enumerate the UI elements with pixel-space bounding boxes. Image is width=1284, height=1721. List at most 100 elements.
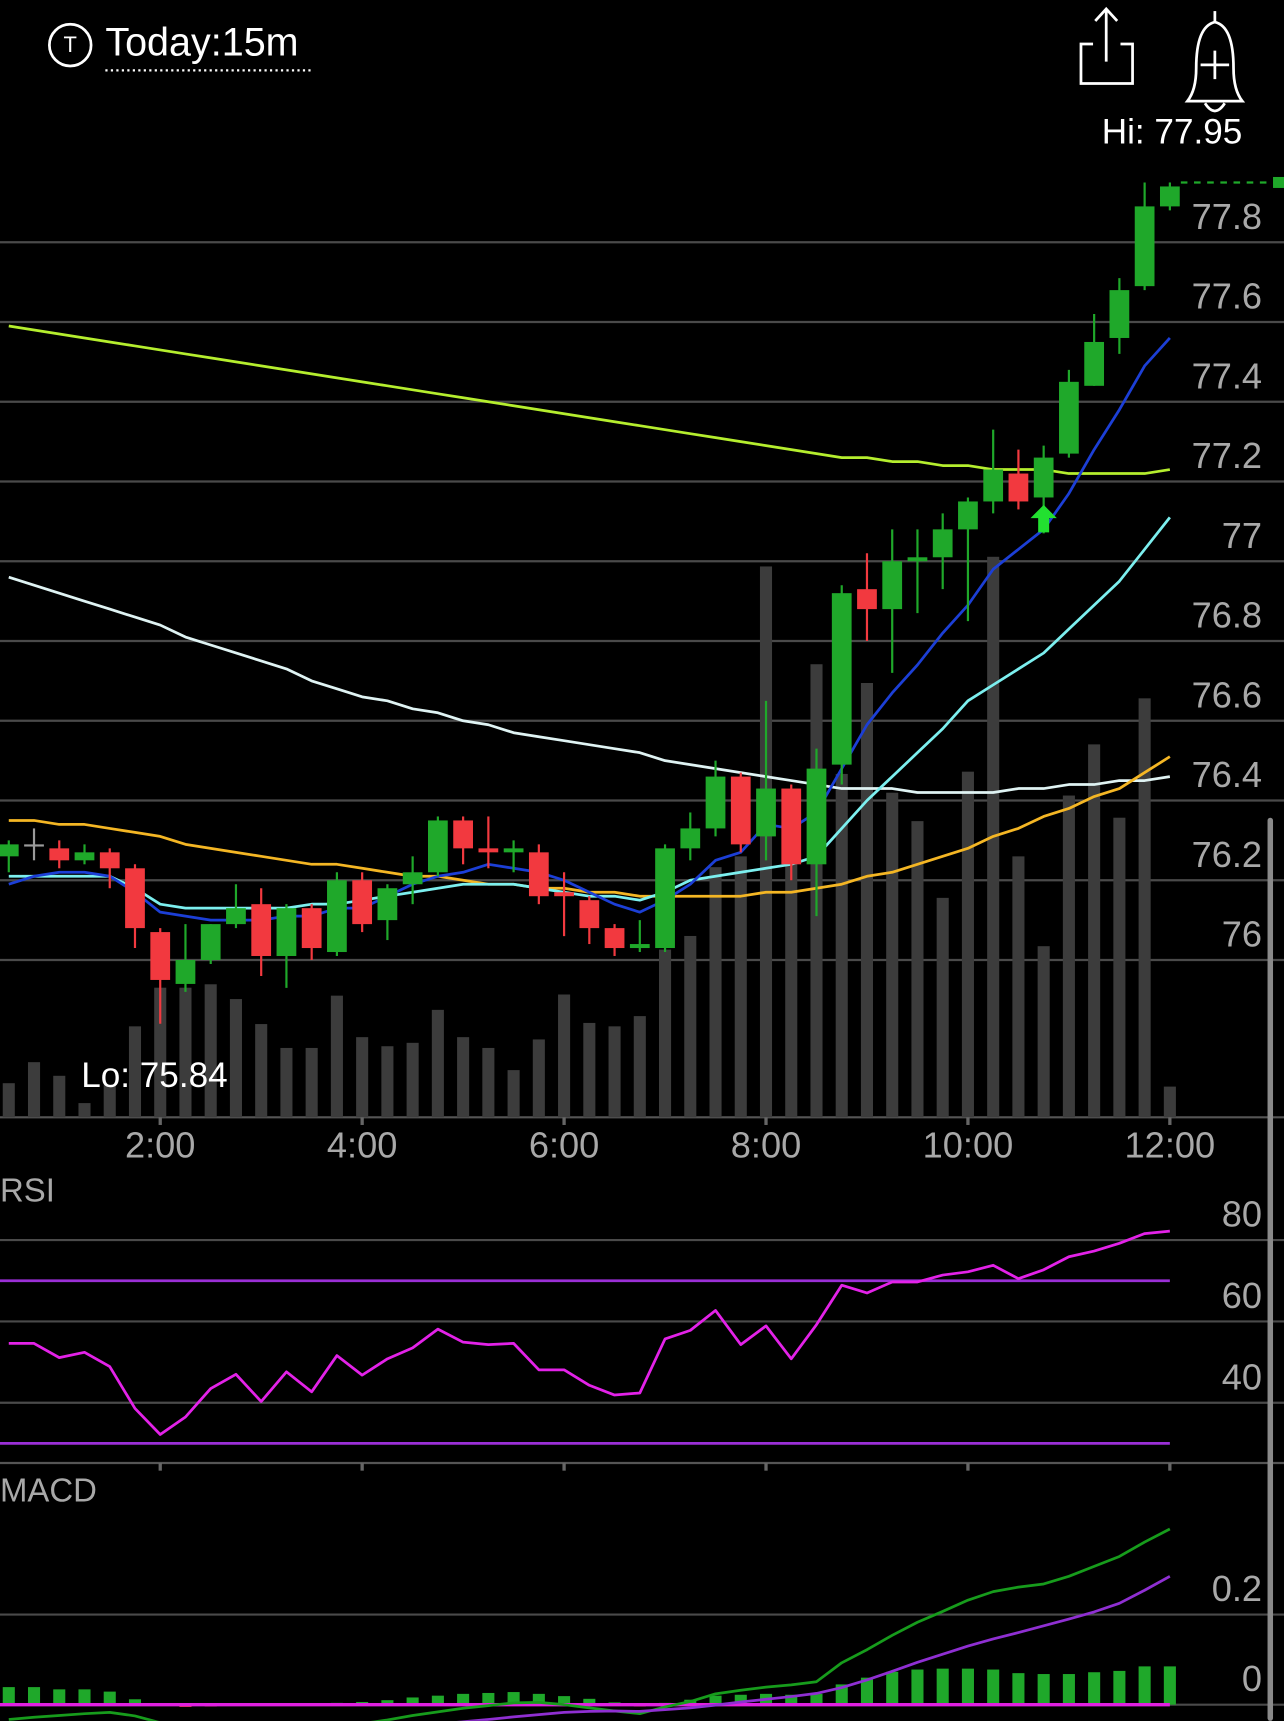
timeframe-icon[interactable] [48, 22, 93, 68]
x-tick-label: 2:00 [125, 1125, 195, 1166]
histogram-bar [457, 1693, 470, 1705]
candle-body [125, 868, 145, 929]
candle-body [453, 820, 473, 849]
volume-bar [633, 1016, 646, 1118]
volume-bar [431, 1009, 444, 1118]
candle-body [907, 557, 928, 562]
macd-line [8, 1527, 1171, 1721]
volume-bar [482, 1047, 495, 1118]
volume-bar [154, 987, 167, 1118]
histogram-bar [911, 1669, 924, 1705]
volume-bar [1088, 744, 1101, 1118]
x-tick-label: 12:00 [1125, 1125, 1216, 1166]
volume-bar [179, 987, 192, 1118]
rsi-line [8, 1229, 1170, 1436]
candle-body [327, 880, 347, 953]
volume-bar [659, 949, 672, 1118]
histogram-bar [1062, 1674, 1075, 1705]
candle-body [200, 924, 221, 961]
candle-body [428, 820, 448, 873]
y-tick-label: 77.4 [1192, 355, 1262, 396]
y-tick-label: 76 [1222, 914, 1262, 955]
y-tick-label: 80 [1222, 1194, 1262, 1235]
volume-bar [255, 1024, 268, 1118]
candle-body [1084, 341, 1105, 386]
candle-body [528, 852, 549, 897]
volume-bar [709, 867, 722, 1118]
volume-bar [53, 1075, 66, 1118]
histogram-bar [78, 1689, 91, 1705]
candle-body [24, 844, 44, 847]
histogram-bar [1138, 1666, 1151, 1705]
volume-bar [2, 1083, 15, 1118]
x-tick-label: 6:00 [529, 1125, 599, 1166]
histogram-bar [1037, 1674, 1050, 1705]
candle-body [629, 944, 650, 949]
histogram-bar [406, 1697, 419, 1705]
alert-button[interactable] [1184, 11, 1246, 113]
volume-bar [103, 1084, 116, 1118]
candle-body [377, 888, 398, 921]
candle-body [831, 593, 852, 765]
candle-body [1159, 186, 1180, 207]
y-tick-label: 77.2 [1192, 435, 1262, 476]
volume-bar [457, 1037, 470, 1118]
candle-body [730, 776, 751, 845]
histogram-bar [532, 1693, 545, 1705]
high-marker [1273, 176, 1284, 188]
candle-body [781, 788, 802, 865]
histogram-bar [431, 1695, 444, 1705]
volume-bar [381, 1046, 394, 1118]
share-button[interactable] [1079, 6, 1134, 85]
y-tick-label: 77.8 [1192, 196, 1262, 237]
y-tick-label: 77.6 [1192, 276, 1262, 317]
volume-bar [532, 1039, 545, 1118]
histogram-bar [860, 1677, 874, 1705]
y-tick-label: 0.2 [1212, 1568, 1262, 1609]
candle-body [150, 932, 171, 980]
candle-body [806, 768, 827, 865]
volume-bar [558, 994, 571, 1118]
histogram-bar [1088, 1672, 1101, 1705]
timeframe-title[interactable]: Today:15m [105, 21, 298, 65]
histogram-bar [734, 1694, 747, 1705]
candle-body [175, 960, 196, 984]
histogram-bar [583, 1698, 596, 1705]
volume-bar [961, 771, 974, 1118]
y-tick-label: 76.6 [1192, 674, 1262, 715]
volume-bar [229, 999, 242, 1118]
y-tick-label: 77 [1222, 515, 1262, 556]
histogram-bar [1163, 1666, 1176, 1705]
scrollbar[interactable] [1267, 817, 1274, 1721]
histogram-bar [2, 1687, 15, 1705]
volume-bar [27, 1062, 41, 1118]
candle-body [705, 776, 726, 829]
candle-body [49, 848, 70, 861]
x-tick-label: 8:00 [731, 1125, 801, 1166]
y-tick-label: 60 [1222, 1275, 1262, 1316]
histogram-bar [886, 1671, 899, 1705]
panel-title: MACD [0, 1471, 97, 1508]
buy-signal-arrow [1030, 504, 1057, 533]
histogram-bar [810, 1693, 823, 1705]
candle-body [932, 529, 953, 558]
histogram-bar [27, 1687, 41, 1705]
candle-body [503, 848, 524, 853]
y-tick-label: 76.4 [1192, 754, 1262, 795]
volume-bar [204, 984, 217, 1118]
x-tick-label: 10:00 [923, 1125, 1014, 1166]
volume-bar [936, 897, 949, 1118]
candle-body [1109, 290, 1130, 338]
header: T Today:15m [48, 6, 1246, 113]
candle-body [276, 908, 297, 957]
moving-average-line [8, 324, 1171, 475]
histogram-bar [1113, 1670, 1126, 1705]
y-tick-label: 0 [1242, 1658, 1262, 1699]
y-tick-label: 40 [1222, 1356, 1262, 1397]
volume-bar [356, 1037, 369, 1118]
candle-body [1008, 473, 1029, 502]
candle-body [579, 900, 600, 929]
x-tick-label: 4:00 [327, 1125, 397, 1166]
